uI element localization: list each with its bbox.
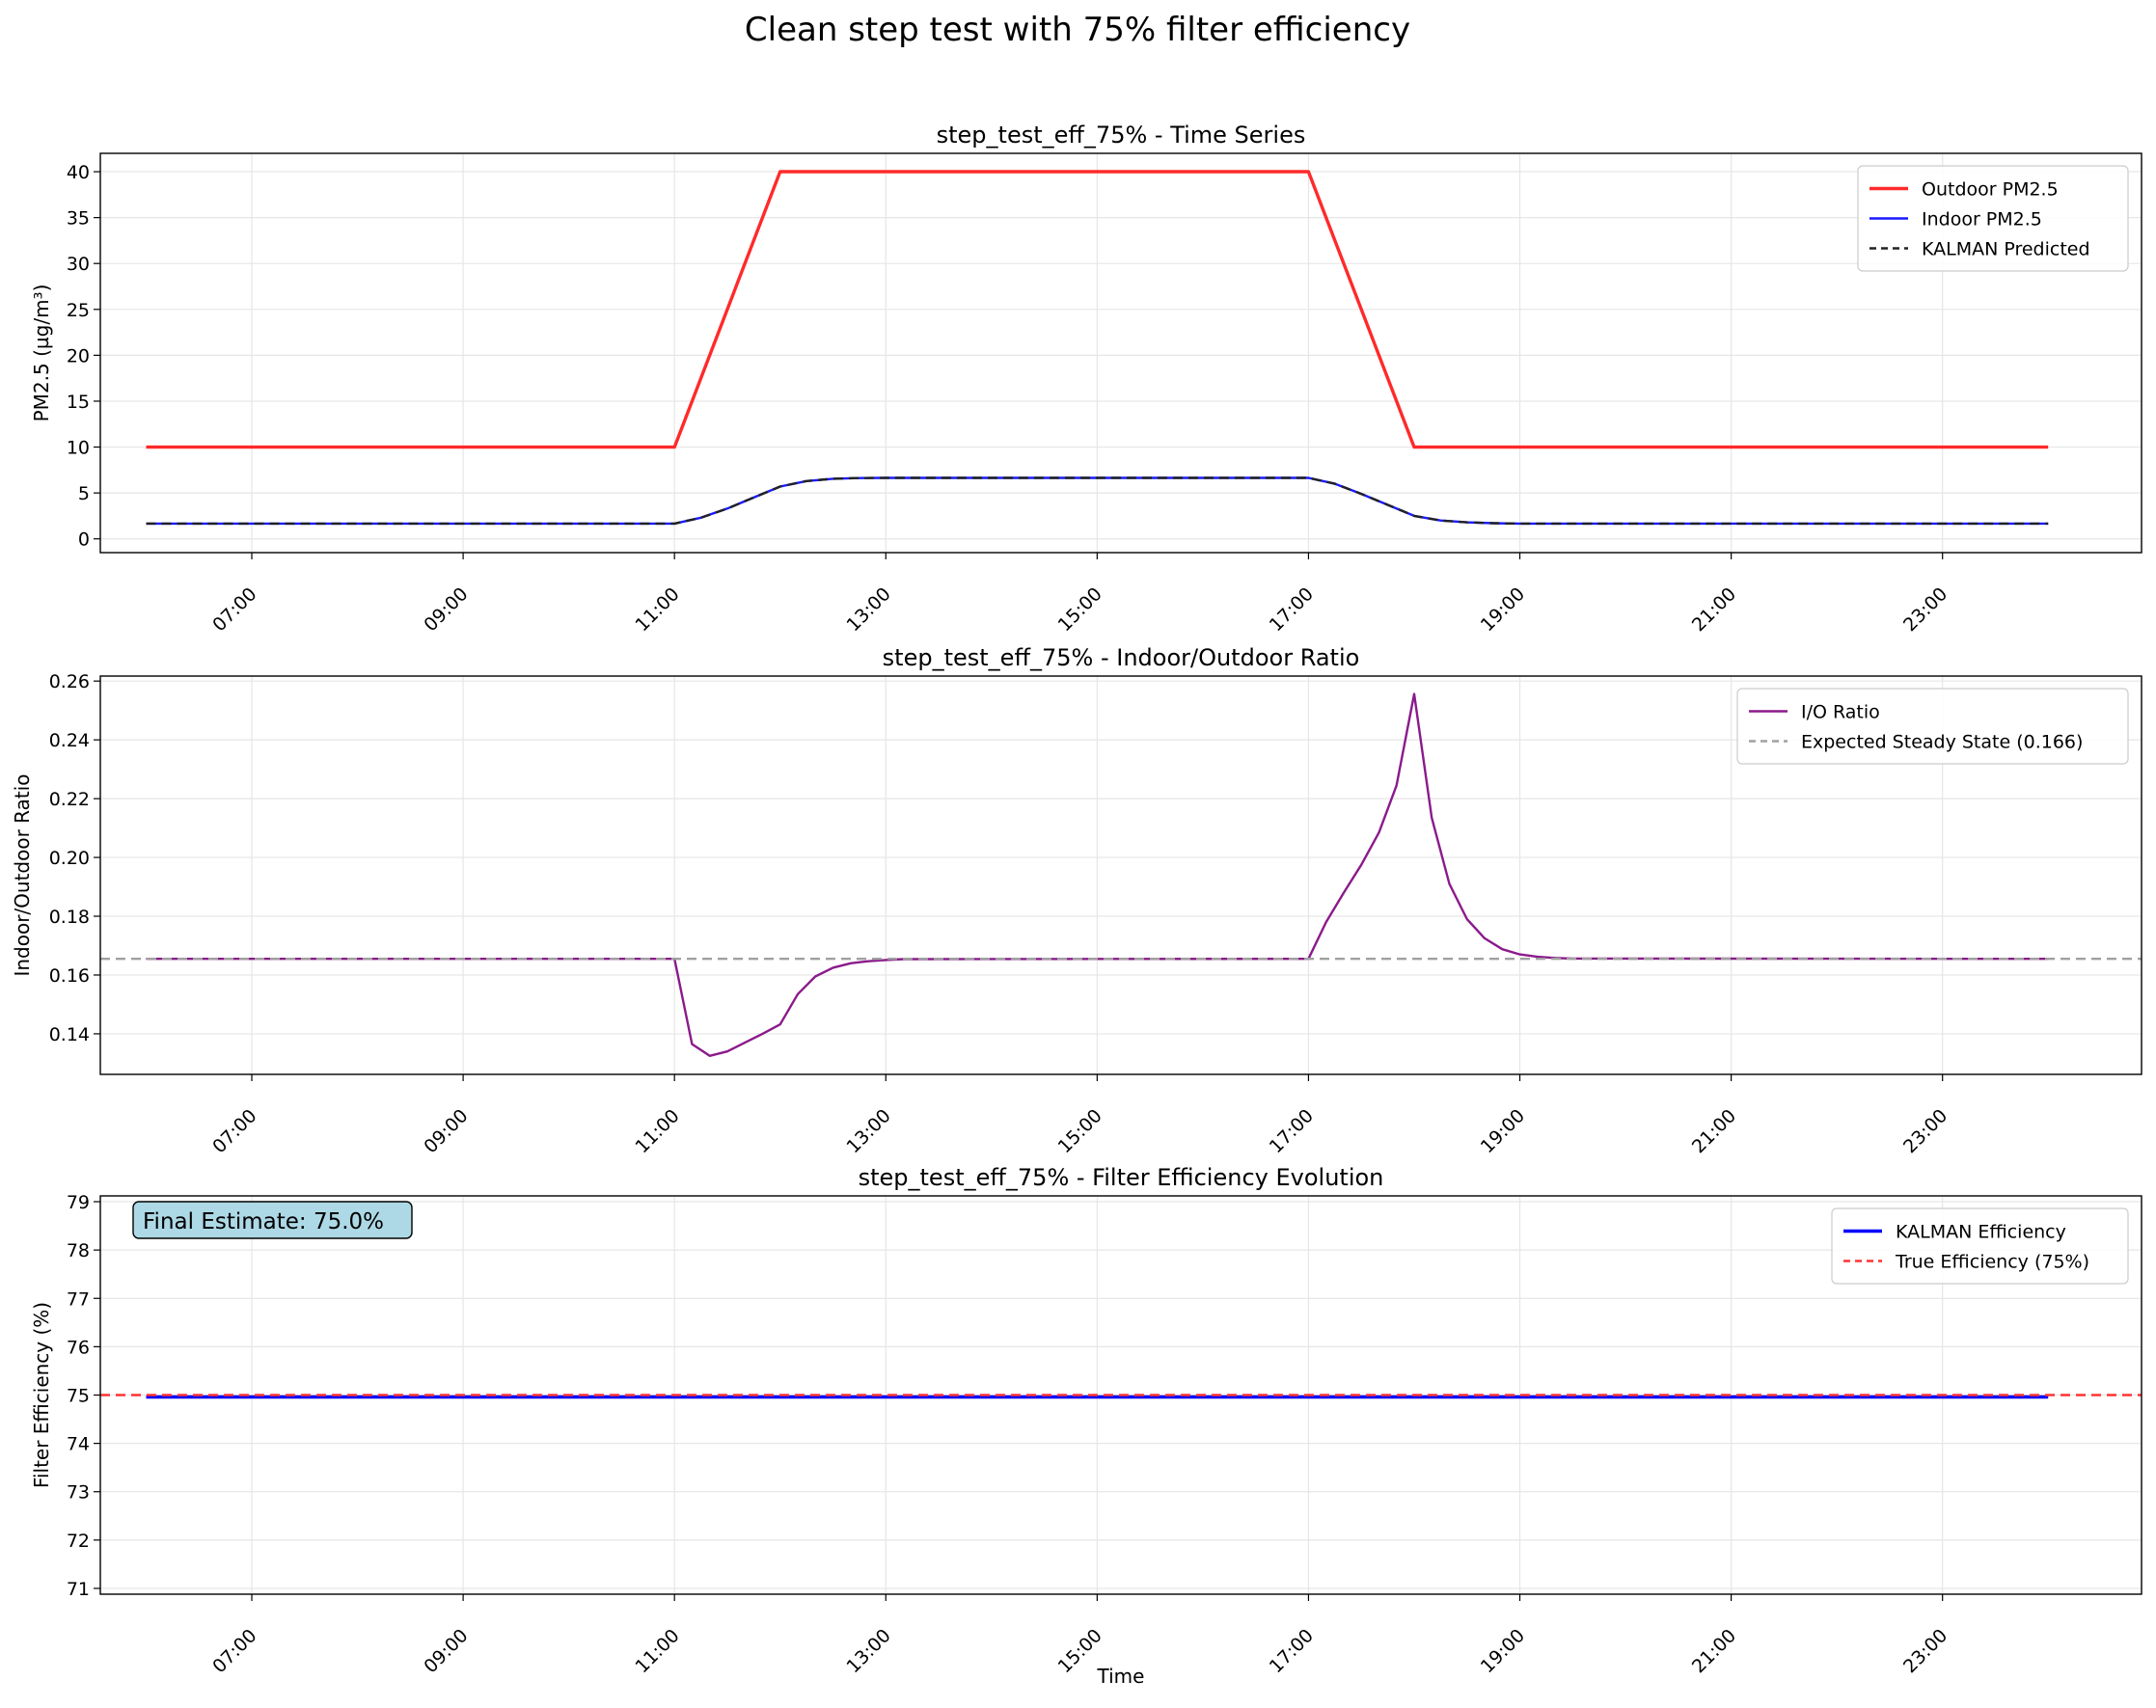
y-tick-label: 25 [67, 300, 90, 321]
legend: Outdoor PM2.5 Indoor PM2.5 KALMAN Predicte… [1857, 165, 2129, 272]
series-line-1 [146, 692, 2049, 1058]
x-tick-label: 15:00 [1054, 1105, 1106, 1157]
series-line-1 [146, 170, 2049, 449]
x-tick-label: 11:00 [631, 1105, 683, 1157]
y-tick-label: 0.24 [49, 730, 90, 751]
x-tick-label: 09:00 [420, 583, 472, 636]
series-group [146, 170, 2049, 526]
x-tick-label: 09:00 [420, 1105, 472, 1157]
y-tick-label: 0 [78, 529, 90, 551]
y-tick-label: 5 [78, 483, 90, 504]
plot-frame [99, 675, 2142, 1075]
y-tick-label: 20 [67, 345, 90, 366]
x-tick-label: 11:00 [631, 1625, 683, 1677]
y-tick-label: 0.16 [49, 965, 90, 987]
legend: KALMAN Efficiency True Efficiency (75%) [1831, 1207, 2129, 1285]
y-tick-label: 74 [67, 1434, 90, 1455]
y-tick-label: 72 [67, 1531, 90, 1552]
x-tick-label: 23:00 [1899, 1105, 1951, 1157]
x-tick-label: 17:00 [1266, 583, 1318, 636]
x-tick-label: 13:00 [843, 1625, 895, 1677]
legend-label: KALMAN Predicted [1922, 239, 2090, 260]
panel-3: 07:00 09:00 11:00 13:00 15:00 17:00 19:00 21:00… [30, 1164, 2142, 1688]
x-tick-label: 07:00 [208, 1105, 260, 1157]
legend-label: Outdoor PM2.5 [1922, 179, 2059, 201]
y-axis-label: PM2.5 (µg/m³) [30, 285, 53, 422]
y-tick-label: 30 [67, 254, 90, 275]
y-tick-label: 15 [67, 392, 90, 413]
y-tick-label: 71 [67, 1579, 90, 1600]
legend-box [1736, 688, 2129, 765]
y-tick-label: 75 [67, 1386, 90, 1407]
y-tick-label: 78 [67, 1240, 90, 1261]
legend: I/O Ratio Expected Steady State (0.166) [1736, 688, 2129, 765]
x-tick-label: 23:00 [1899, 583, 1951, 636]
panel-title: step_test_eff_75% - Filter Efficiency Ev… [859, 1164, 1384, 1191]
legend-label: Expected Steady State (0.166) [1801, 732, 2083, 753]
x-tick-label: 07:00 [208, 583, 260, 636]
panel-1: 07:00 09:00 11:00 13:00 15:00 17:00 19:00 21:00… [30, 122, 2142, 636]
x-tick-label: 17:00 [1266, 1625, 1318, 1677]
x-tick-label: 11:00 [631, 583, 683, 636]
y-tick-label: 40 [67, 162, 90, 183]
y-tick-label: 0.22 [49, 789, 90, 810]
x-tick-label: 07:00 [208, 1625, 260, 1677]
y-tick-label: 73 [67, 1482, 90, 1504]
x-tick-label: 19:00 [1477, 1105, 1529, 1157]
panel-title: step_test_eff_75% - Indoor/Outdoor Ratio [883, 644, 1360, 671]
x-tick-label: 19:00 [1477, 583, 1529, 636]
legend-label: Indoor PM2.5 [1922, 209, 2042, 230]
y-tick-label: 0.26 [49, 671, 90, 692]
y-tick-label: 0.20 [49, 848, 90, 869]
figure-title: Clean step test with 75% filter efficien… [745, 11, 1410, 49]
plot-frame [99, 152, 2142, 554]
y-tick-label: 79 [67, 1192, 90, 1213]
annotation: Final Estimate: 75.0% [132, 1201, 413, 1239]
annotation-box [132, 1201, 413, 1239]
legend-label: I/O Ratio [1801, 702, 1880, 723]
series-group [100, 692, 2142, 1058]
plot-area [100, 153, 2142, 553]
y-tick-label: 77 [67, 1288, 90, 1310]
x-tick-label: 15:00 [1054, 583, 1106, 636]
y-tick-label: 0.18 [49, 907, 90, 928]
x-tick-label: 19:00 [1477, 1625, 1529, 1677]
legend-box [1857, 165, 2129, 272]
series-group [100, 1394, 2142, 1399]
x-axis-label: Time [1097, 1665, 1145, 1688]
x-tick-label: 17:00 [1266, 1105, 1318, 1157]
x-tick-label: 13:00 [843, 1105, 895, 1157]
legend-label: True Efficiency (75%) [1895, 1252, 2089, 1273]
x-tick-label: 09:00 [420, 1625, 472, 1677]
y-axis-label: Filter Efficiency (%) [30, 1302, 53, 1488]
legend-box [1831, 1207, 2129, 1285]
series-line-3 [146, 476, 2049, 526]
legend-label: KALMAN Efficiency [1896, 1222, 2066, 1243]
x-tick-label: 23:00 [1899, 1625, 1951, 1677]
panel-2: 07:00 09:00 11:00 13:00 15:00 17:00 19:00 21:00… [11, 644, 2142, 1157]
x-tick-label: 21:00 [1688, 1625, 1740, 1677]
x-tick-label: 21:00 [1688, 583, 1740, 636]
x-tick-label: 13:00 [843, 583, 895, 636]
panel-title: step_test_eff_75% - Time Series [937, 122, 1306, 149]
annotation-text: Final Estimate: 75.0% [143, 1209, 384, 1234]
y-tick-label: 35 [67, 208, 90, 230]
y-tick-label: 0.14 [49, 1024, 90, 1045]
y-tick-label: 76 [67, 1337, 90, 1358]
y-axis-label: Indoor/Outdoor Ratio [11, 773, 34, 976]
plot-frame [99, 1195, 2142, 1595]
x-tick-label: 21:00 [1688, 1105, 1740, 1157]
y-tick-label: 10 [67, 438, 90, 459]
